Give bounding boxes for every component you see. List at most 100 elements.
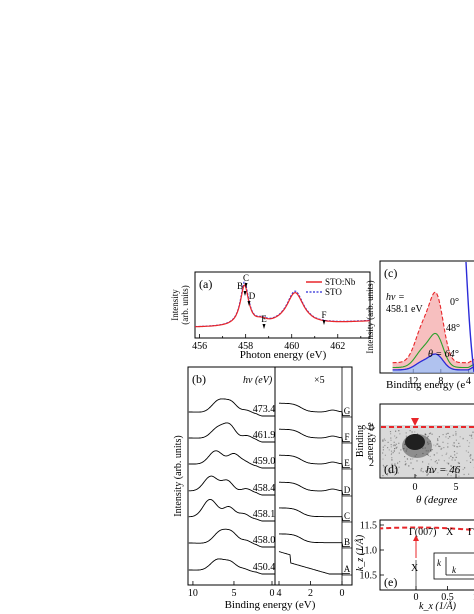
panel-d-speckle-dot: [446, 452, 448, 454]
panel-b-spectrum-right: [279, 454, 350, 469]
panel-d-speckle-dot: [421, 467, 423, 470]
panel-d-speckle-dot: [414, 455, 416, 457]
panel-d-speckle-dot: [383, 438, 385, 440]
panel-d-speckle-dot: [430, 459, 432, 461]
panel-d-speckle-dot: [462, 438, 464, 440]
panel-d-speckle-dot: [455, 456, 457, 458]
panel-d-speckle-dot: [470, 435, 472, 437]
panel-d-speckle-dot: [429, 432, 431, 435]
panel-d-speckle-dot: [468, 473, 470, 475]
panel-d-speckle-dot: [397, 472, 399, 474]
panel-d-speckle-dot: [469, 434, 471, 436]
panel-d-speckle-dot: [429, 455, 431, 457]
panel-d-speckle-dot: [416, 460, 418, 462]
panel-d-speckle-dot: [455, 433, 457, 435]
panel-d-speckle-dot: [406, 448, 408, 450]
panel-d-speckle-dot: [426, 437, 429, 439]
panel-d-speckle-dot: [393, 441, 395, 443]
panel-d-speckle-dot: [389, 431, 392, 433]
panel-d-speckle-dot: [433, 454, 435, 456]
panel-d-speckle-dot: [459, 436, 461, 438]
panel-d-speckle-dot: [437, 439, 439, 442]
panel-d-speckle-dot: [458, 442, 460, 444]
panel-b-hv-F: 461.9: [253, 430, 276, 441]
panel-c-curve-64deg: [392, 353, 474, 371]
panel-a: (a) Intensity (arb. units) Photon energy…: [170, 271, 371, 361]
panel-d-speckle-dot: [395, 437, 397, 439]
panel-a-xtick-label: 460: [284, 341, 299, 352]
panel-d-speckle-dot: [427, 435, 429, 437]
panel-d-speckle-dot: [391, 452, 393, 454]
panel-d-speckle-dot: [443, 460, 445, 462]
panel-d-speckle-dot: [402, 448, 405, 450]
panel-e-kz-curve: [380, 526, 474, 532]
panel-d-speckle-dot: [438, 445, 440, 447]
panel-b-left-tick-label: 10: [188, 588, 198, 599]
panel-d-speckle-dot: [387, 441, 389, 443]
panel-d-speckle-dot: [387, 447, 389, 449]
panel-d-speckle-dot: [441, 454, 443, 457]
panel-d-speckle-dot: [388, 449, 390, 451]
panel-e-gamma-right: Γ: [468, 527, 474, 538]
panel-c-letter: (c): [384, 266, 397, 280]
legend-stonb-label: STO:Nb: [325, 277, 356, 287]
panel-d-speckle-dot: [472, 431, 474, 433]
panel-d-speckle-dot: [437, 472, 439, 474]
panel-c-blue-fill: [392, 354, 474, 373]
panel-d-speckle-dot: [382, 458, 384, 460]
panel-b-hv-C: 458.1: [253, 509, 276, 520]
panel-d-speckle: [382, 430, 474, 477]
panel-d-speckle-dot: [463, 473, 465, 476]
panel-e-letter: (e): [384, 575, 397, 589]
panel-a-sto-curve: [195, 281, 370, 327]
panel-d-speckle-dot: [391, 463, 393, 465]
panel-d-speckle-dot: [390, 453, 392, 456]
panel-d-speckle-dot: [427, 441, 429, 443]
panel-c-hv-label: hν =: [386, 292, 405, 303]
panel-d-speckle-dot: [446, 462, 448, 464]
panel-b-spectrum-left: [188, 450, 275, 469]
panel-d-speckle-dot: [429, 440, 431, 442]
panel-b-right-tick-label: 2: [308, 588, 313, 599]
panel-d-ylabel-1: Binding: [355, 425, 366, 457]
panel-c-xtick-label: 8: [438, 376, 443, 387]
panel-d-speckle-dot: [420, 468, 422, 470]
panel-d-speckle-dot: [422, 452, 424, 455]
panel-b-hv-header: hν (eV): [243, 375, 273, 386]
panel-a-ylabel-2: (arb. units): [180, 285, 190, 325]
panel-b-row-letter-F: F: [344, 432, 349, 442]
panel-e-x-top: X: [446, 527, 454, 538]
panel-d-speckle-dot: [447, 474, 449, 476]
panel-d-speckle-dot: [392, 445, 395, 447]
panel-d-speckle-dot: [389, 472, 391, 474]
panel-d-speckle-dot: [399, 461, 401, 463]
panel-d-speckle-dot: [396, 436, 398, 438]
panel-d-speckle-dot: [450, 455, 452, 457]
panel-c-hv-value: 458.1 eV: [386, 304, 423, 315]
panel-d-speckle-dot: [427, 450, 429, 452]
panel-e-x-left: X: [411, 563, 419, 574]
panel-d-speckle-dot: [452, 444, 454, 446]
panel-b-frame-right: [274, 366, 353, 586]
panel-d-ytick-2: 2: [369, 458, 374, 469]
panel-d-speckle-dot: [442, 434, 444, 436]
panel-d-speckle-dot: [394, 445, 396, 447]
panel-d-hv: hν = 46: [426, 464, 461, 476]
panel-b-row-letter-B: B: [344, 537, 350, 547]
panel-d-speckle-dot: [420, 470, 422, 472]
panel-a-marker-arrow-B: [243, 291, 247, 296]
panel-d-speckle-dot: [436, 462, 438, 464]
panel-d-speckle-dot: [384, 439, 386, 441]
panel-d-speckle-dot: [395, 447, 397, 449]
panel-b-spectrum-right: [279, 402, 350, 417]
panel-d-speckle-dot: [437, 438, 439, 440]
panel-d-speckle-dot: [390, 439, 392, 441]
panel-d-speckle-dot: [445, 436, 447, 438]
panel-d-speckle-dot: [458, 475, 460, 477]
panel-d-xlabel: θ (degree: [416, 494, 457, 506]
panel-d-speckle-dot: [471, 437, 473, 439]
panel-d-speckle-dot: [454, 466, 456, 468]
panel-c-angle-0: 0°: [450, 297, 459, 308]
panel-c-ylabel: Intensity (arb. units): [365, 280, 375, 353]
panel-d-speckle-dot: [426, 470, 428, 472]
